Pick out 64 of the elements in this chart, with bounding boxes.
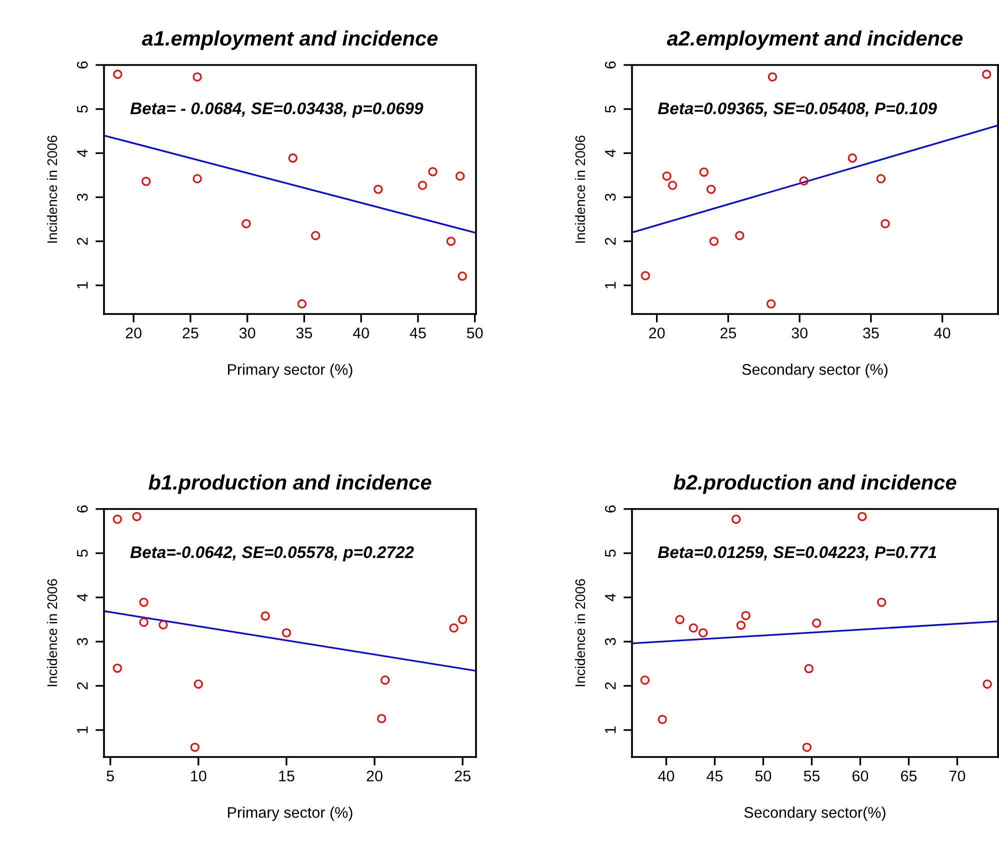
- y-axis-title: Incidence in 2006: [574, 136, 586, 243]
- x-tick-label: 40: [352, 328, 369, 338]
- y-axis-title: Incidence in 2006: [574, 579, 586, 686]
- y-tick-label: 1: [605, 726, 616, 734]
- x-tick-label: 70: [950, 770, 966, 782]
- y-tick-label: 5: [77, 105, 88, 113]
- annotation: Beta= - 0.0684, SE=0.03438, p=0.0699: [130, 102, 424, 118]
- y-tick-label: 6: [76, 61, 88, 68]
- y-tick-label: 2: [76, 238, 88, 245]
- x-tick-label: 15: [279, 770, 294, 782]
- y-tick-label: 6: [604, 505, 616, 512]
- x-tick-label: 5: [106, 770, 114, 782]
- x-tick-label: 35: [296, 328, 312, 338]
- x-tick-label: 50: [755, 770, 772, 782]
- x-axis-title: Secondary sector(%): [744, 806, 886, 821]
- x-tick-label: 60: [852, 770, 868, 782]
- x-tick-label: 30: [239, 328, 256, 338]
- y-tick-label: 5: [605, 550, 616, 557]
- x-tick-label: 40: [658, 770, 674, 782]
- y-tick-label: 4: [605, 594, 616, 602]
- y-tick-label: 1: [77, 282, 88, 288]
- x-tick-label: 25: [182, 328, 198, 338]
- y-tick-label: 3: [76, 194, 88, 201]
- x-axis-title: Primary sector (%): [228, 806, 352, 821]
- x-tick-label: 50: [466, 328, 483, 338]
- annotation: Beta=-0.0642, SE=0.05578, p=0.2722: [130, 546, 414, 562]
- y-tick-label: 4: [77, 149, 88, 158]
- x-axis-title: Secondary sector (%): [742, 364, 888, 378]
- y-tick-label: 1: [77, 726, 88, 734]
- chart-title: b1.production and incidence: [148, 474, 432, 494]
- y-tick-label: 5: [605, 105, 616, 113]
- x-axis-title: Primary sector (%): [228, 364, 352, 378]
- y-axis-title: Incidence in 2006: [46, 136, 58, 243]
- chart-title: b2.production and incidence: [674, 474, 956, 494]
- x-tick-label: 65: [901, 770, 917, 782]
- y-tick-label: 6: [76, 505, 88, 512]
- y-tick-label: 3: [604, 194, 616, 201]
- x-tick-label: 45: [706, 770, 723, 782]
- y-tick-label: 1: [605, 282, 616, 288]
- chart-title: a2.employment and incidence: [666, 30, 963, 50]
- x-tick-label: 25: [720, 328, 736, 338]
- annotation: Beta=0.01259, SE=0.04223, P=0.771: [658, 546, 936, 561]
- y-tick-label: 4: [77, 594, 88, 602]
- x-tick-label: 20: [126, 328, 142, 338]
- y-tick-label: 6: [604, 61, 616, 68]
- y-tick-label: 2: [76, 682, 88, 690]
- y-axis-title: Incidence in 2006: [46, 579, 58, 686]
- x-tick-label: 20: [366, 770, 382, 782]
- x-tick-label: 55: [804, 770, 820, 782]
- annotation: Beta=0.09365, SE=0.05408, P=0.109: [658, 102, 937, 117]
- x-tick-label: 30: [792, 328, 808, 338]
- x-tick-label: 10: [191, 770, 206, 782]
- chart-title: a1.employment and incidence: [142, 30, 438, 50]
- y-tick-label: 2: [604, 682, 616, 690]
- x-tick-label: 35: [863, 328, 879, 338]
- y-tick-label: 2: [604, 238, 616, 245]
- y-tick-label: 3: [604, 638, 616, 646]
- x-tick-label: 25: [454, 770, 470, 782]
- x-tick-label: 20: [649, 328, 665, 338]
- y-tick-label: 5: [77, 550, 88, 557]
- y-tick-label: 3: [76, 638, 88, 646]
- y-tick-label: 4: [605, 149, 616, 158]
- x-tick-label: 45: [410, 328, 426, 338]
- x-tick-label: 40: [934, 328, 950, 338]
